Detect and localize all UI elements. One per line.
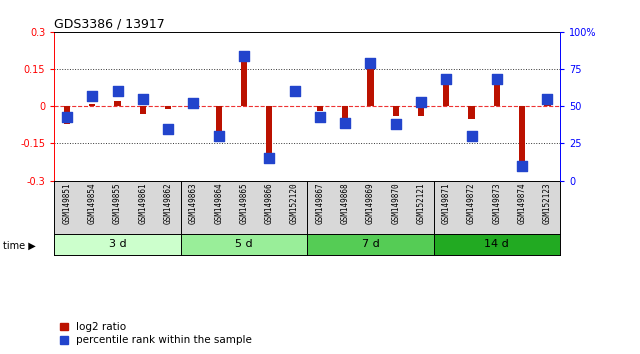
Point — [390, 121, 401, 127]
Point — [441, 76, 451, 82]
Text: GSM149863: GSM149863 — [189, 182, 198, 224]
Point — [113, 88, 123, 94]
Text: GSM149851: GSM149851 — [63, 182, 72, 224]
Bar — [115, 101, 121, 106]
Text: GSM149870: GSM149870 — [391, 182, 400, 224]
Text: 7 d: 7 d — [362, 239, 380, 250]
Text: GSM149871: GSM149871 — [442, 182, 451, 224]
Text: GSM149866: GSM149866 — [265, 182, 274, 224]
Point — [340, 120, 350, 125]
Point — [239, 53, 249, 58]
Bar — [519, 106, 525, 161]
Bar — [89, 104, 95, 106]
Bar — [418, 106, 424, 116]
Text: GSM149861: GSM149861 — [138, 182, 147, 224]
Point — [467, 133, 477, 139]
Bar — [544, 104, 550, 106]
Point — [188, 101, 198, 106]
Point — [365, 60, 376, 66]
Point — [214, 133, 224, 139]
Point — [416, 99, 426, 104]
Point — [492, 76, 502, 82]
Text: GSM152123: GSM152123 — [543, 182, 552, 224]
Bar — [190, 104, 196, 106]
Text: GSM149867: GSM149867 — [316, 182, 324, 224]
Text: GSM152121: GSM152121 — [417, 182, 426, 224]
Bar — [216, 106, 222, 131]
Text: GSM149868: GSM149868 — [340, 182, 349, 224]
Bar — [54, 234, 181, 255]
Point — [87, 93, 97, 99]
Text: time ▶: time ▶ — [3, 241, 36, 251]
Point — [315, 114, 325, 119]
Bar — [241, 62, 247, 106]
Bar — [64, 106, 70, 124]
Text: GSM149874: GSM149874 — [518, 182, 527, 224]
Point — [163, 126, 173, 131]
Text: 3 d: 3 d — [109, 239, 127, 250]
Text: 14 d: 14 d — [484, 239, 509, 250]
Bar — [266, 106, 273, 161]
Text: GSM149855: GSM149855 — [113, 182, 122, 224]
Point — [62, 114, 72, 119]
Point — [289, 88, 300, 94]
Text: GSM149869: GSM149869 — [366, 182, 375, 224]
Bar — [434, 234, 560, 255]
Text: GDS3386 / 13917: GDS3386 / 13917 — [54, 18, 165, 31]
Point — [138, 96, 148, 102]
Point — [517, 163, 527, 169]
Text: GSM149854: GSM149854 — [88, 182, 97, 224]
Text: GSM149872: GSM149872 — [467, 182, 476, 224]
Point — [542, 96, 552, 102]
Bar — [165, 106, 172, 109]
Bar — [367, 67, 374, 106]
Bar — [493, 84, 500, 106]
Bar — [307, 234, 434, 255]
Text: GSM149864: GSM149864 — [214, 182, 223, 224]
Bar — [392, 106, 399, 116]
Text: GSM149865: GSM149865 — [239, 182, 248, 224]
Legend: log2 ratio, percentile rank within the sample: log2 ratio, percentile rank within the s… — [60, 322, 252, 345]
Point — [264, 155, 275, 161]
Text: GSM149862: GSM149862 — [164, 182, 173, 224]
Text: GSM149873: GSM149873 — [492, 182, 501, 224]
Bar — [140, 106, 146, 114]
Bar — [443, 76, 449, 106]
Text: 5 d: 5 d — [235, 239, 253, 250]
Bar — [468, 106, 475, 119]
Text: GSM152120: GSM152120 — [290, 182, 299, 224]
Bar — [317, 106, 323, 111]
Bar — [181, 234, 307, 255]
Bar — [342, 106, 348, 119]
